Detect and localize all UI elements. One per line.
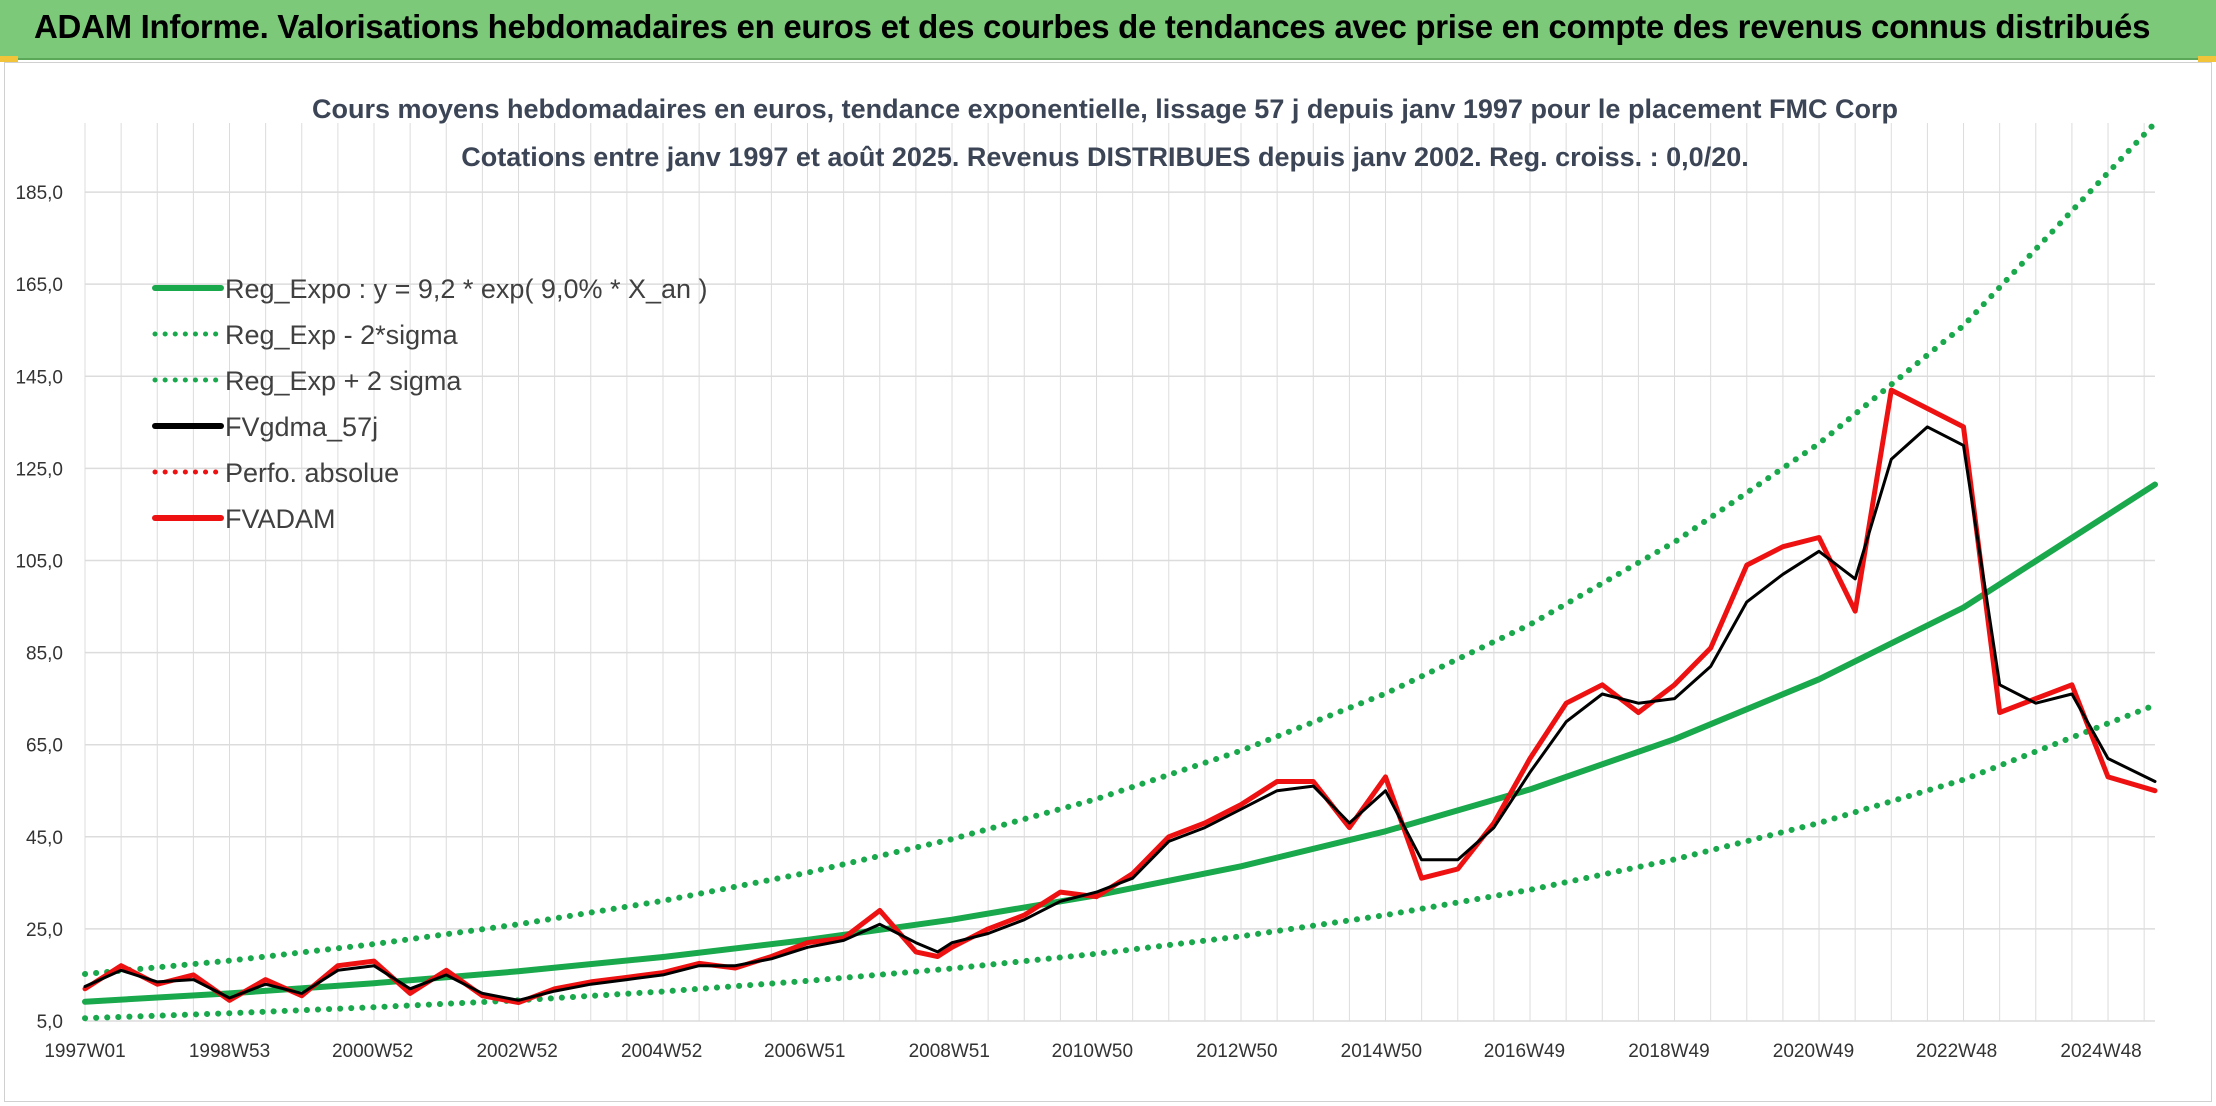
chart-subtitle: Cotations entre janv 1997 et août 2025. … [461,142,1748,172]
x-tick-label: 2018W49 [1628,1041,1709,1062]
x-tick-label: 1997W01 [44,1041,125,1062]
line-chart: 5,0 25,0 45,0 65,0 85,0 105,0 125,0 145,0 165,0 1… [15,94,2158,1062]
grid-layer [84,123,2155,1022]
series-line-reg-expo-y-9-2-exp-9-0-x-an [82,481,2158,1005]
series-line-reg-exp-2-sigma [82,120,2158,977]
x-tick-label: 2020W49 [1773,1041,1854,1062]
report-title: ADAM Informe. Valorisations hebdomadaire… [34,8,2151,45]
x-tick-label: 2004W52 [621,1041,702,1062]
y-tick-label: 85,0 [26,644,63,665]
report-header: ADAM Informe. Valorisations hebdomadaire… [0,0,2216,60]
y-tick-label: 125,0 [15,459,63,480]
legend-label: FVgdma_57j [225,412,378,442]
x-tick-label: 2024W48 [2060,1041,2141,1062]
y-tick-label: 5,0 [37,1012,63,1033]
x-axis-ticks: 1997W01 1998W53 2000W52 2002W52 2004W52 2006W… [44,1041,2141,1062]
y-tick-label: 145,0 [15,367,63,388]
x-tick-label: 1998W53 [189,1041,270,1062]
chart-frame: 5,0 25,0 45,0 65,0 85,0 105,0 125,0 145,0 165,0 1… [4,62,2212,1102]
y-tick-label: 185,0 [15,183,63,204]
series-line-reg-exp-2-sigma [82,702,2158,1022]
chart-title: Cours moyens hebdomadaires en euros, ten… [312,94,1898,124]
legend: Reg_Expo : y = 9,2 * exp( 9,0% * X_an ) R… [152,274,708,534]
x-tick-label: 2012W50 [1196,1041,1277,1062]
x-tick-label: 2014W50 [1341,1041,1422,1062]
x-tick-label: 2006W51 [764,1041,845,1062]
right-corner-accent [2198,56,2216,62]
x-tick-label: 2022W48 [1916,1041,1997,1062]
series-layer [82,120,2158,1022]
legend-label: FVADAM [225,504,336,534]
x-tick-label: 2002W52 [476,1041,557,1062]
legend-label: Reg_Exp + 2 sigma [225,366,462,396]
series-line-fvgdma-57j [83,425,2157,1002]
y-tick-label: 165,0 [15,275,63,296]
y-tick-label: 105,0 [15,551,63,572]
y-tick-label: 25,0 [26,920,63,941]
legend-label: Reg_Exp - 2*sigma [225,320,459,350]
x-tick-label: 2016W49 [1484,1041,1565,1062]
x-tick-label: 2010W50 [1052,1041,1133,1062]
x-tick-label: 2000W52 [332,1041,413,1062]
legend-label: Perfo. absolue [225,458,399,488]
y-axis-ticks: 5,0 25,0 45,0 65,0 85,0 105,0 125,0 145,0 165,0 1… [15,183,63,1033]
y-tick-label: 65,0 [26,736,63,757]
left-corner-accent [0,56,18,62]
x-tick-label: 2008W51 [909,1041,990,1062]
y-tick-label: 45,0 [26,828,63,849]
legend-label: Reg_Expo : y = 9,2 * exp( 9,0% * X_an ) [225,274,708,304]
